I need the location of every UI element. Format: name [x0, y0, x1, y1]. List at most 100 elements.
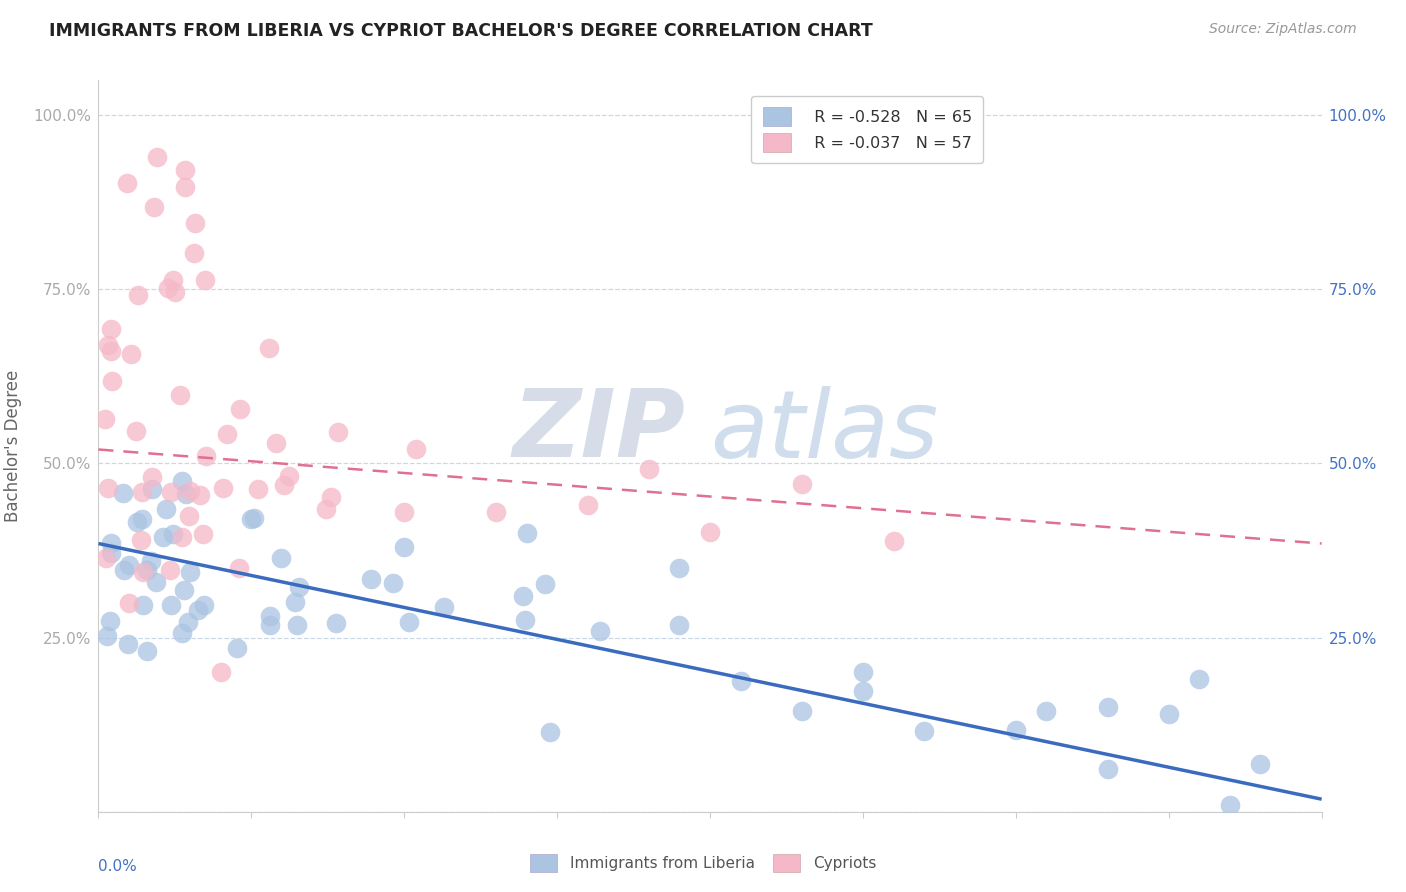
Point — [193, 527, 215, 541]
Point — [326, 425, 349, 440]
Point — [212, 481, 235, 495]
Point — [637, 462, 661, 476]
Point — [127, 516, 149, 530]
Point — [179, 483, 201, 498]
Point — [285, 618, 308, 632]
Point — [512, 589, 534, 603]
Point — [146, 150, 169, 164]
Point — [392, 505, 416, 519]
Point — [1188, 673, 1211, 687]
Point — [259, 617, 281, 632]
Point — [162, 527, 184, 541]
Point — [284, 595, 307, 609]
Point — [132, 565, 155, 579]
Point — [169, 388, 191, 402]
Point — [228, 560, 250, 574]
Point — [209, 665, 232, 680]
Point — [485, 505, 508, 519]
Point — [174, 163, 197, 178]
Point — [94, 551, 117, 566]
Point — [246, 482, 269, 496]
Point — [177, 509, 200, 524]
Point — [852, 665, 875, 680]
Point — [398, 615, 420, 629]
Point — [259, 608, 281, 623]
Point — [131, 512, 153, 526]
Point — [94, 412, 117, 426]
Point — [143, 200, 166, 214]
Point — [177, 615, 200, 630]
Y-axis label: Bachelor's Degree: Bachelor's Degree — [4, 370, 22, 522]
Point — [226, 641, 249, 656]
Point — [325, 616, 347, 631]
Point — [173, 583, 195, 598]
Point — [145, 575, 167, 590]
Point — [194, 449, 217, 463]
Legend:   R = -0.528   N = 65,   R = -0.037   N = 57: R = -0.528 N = 65, R = -0.037 N = 57 — [751, 95, 983, 163]
Point — [668, 618, 690, 632]
Point — [405, 442, 427, 457]
Point — [97, 338, 120, 352]
Point — [141, 470, 163, 484]
Point — [184, 215, 207, 229]
Point — [1219, 797, 1241, 812]
Point — [699, 525, 721, 540]
Point — [132, 599, 155, 613]
Point — [100, 343, 122, 358]
Point — [101, 374, 124, 388]
Point — [100, 546, 122, 560]
Point — [156, 281, 179, 295]
Point — [97, 481, 120, 495]
Point — [273, 477, 295, 491]
Point — [100, 536, 122, 550]
Point — [270, 551, 292, 566]
Point — [576, 499, 599, 513]
Point — [242, 510, 264, 524]
Point — [129, 533, 152, 548]
Point — [117, 637, 139, 651]
Point — [136, 563, 159, 577]
Point — [139, 554, 162, 568]
Point — [136, 644, 159, 658]
Point — [188, 488, 211, 502]
Point — [98, 614, 121, 628]
Point — [141, 482, 163, 496]
Point — [112, 563, 135, 577]
Point — [1004, 723, 1026, 737]
Point — [513, 613, 536, 627]
Point — [264, 436, 287, 450]
Point — [790, 704, 813, 718]
Point — [589, 624, 612, 638]
Point — [534, 576, 557, 591]
Point — [883, 533, 905, 548]
Point — [187, 603, 209, 617]
Point — [124, 424, 146, 438]
Text: ZIP: ZIP — [513, 385, 686, 477]
Point — [159, 563, 181, 577]
Point — [179, 565, 201, 579]
Point — [120, 347, 142, 361]
Point — [160, 598, 183, 612]
Point — [277, 468, 299, 483]
Point — [96, 629, 118, 643]
Point — [183, 246, 205, 260]
Point — [118, 596, 141, 610]
Point — [790, 477, 813, 491]
Point — [152, 530, 174, 544]
Point — [174, 487, 197, 501]
Point — [315, 502, 337, 516]
Point — [115, 177, 138, 191]
Point — [131, 484, 153, 499]
Point — [118, 558, 141, 573]
Point — [111, 485, 134, 500]
Point — [100, 322, 122, 336]
Point — [392, 540, 416, 554]
Point — [193, 598, 215, 612]
Point — [360, 573, 382, 587]
Point — [155, 501, 177, 516]
Point — [240, 512, 263, 526]
Text: 0.0%: 0.0% — [98, 859, 138, 874]
Point — [165, 285, 187, 299]
Point — [730, 673, 752, 688]
Point — [382, 576, 405, 591]
